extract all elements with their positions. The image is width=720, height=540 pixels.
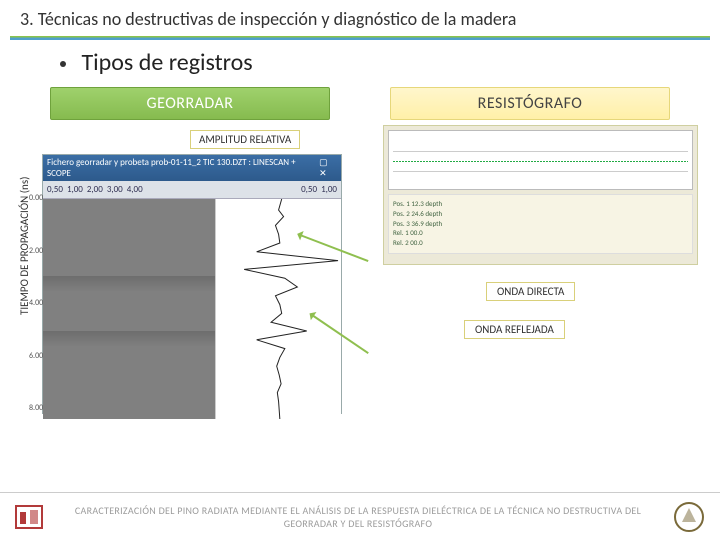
ytick: 8.00 xyxy=(29,403,43,413)
ruler-tick: 2,00 xyxy=(87,184,103,195)
logo-etsie-icon xyxy=(14,502,44,532)
footer: CARACTERIZACIÓN DEL PINO RADIATA MEDIANT… xyxy=(0,492,720,540)
legend-line: Pos. 2 24.6 depth xyxy=(393,209,688,219)
amplitude-label: AMPLITUD RELATIVA xyxy=(190,130,300,149)
radargram-window: Fichero georradar y probeta prob-01-11_2… xyxy=(42,154,342,414)
logo-upv-icon xyxy=(672,500,706,534)
ruler-tick: 1,00 xyxy=(321,184,337,195)
legend-line: Rel. 2 00.0 xyxy=(393,238,688,248)
ruler-tick: 0,50 xyxy=(47,184,63,195)
ytick: 0.00 xyxy=(29,193,43,203)
ruler-tick: 1,00 xyxy=(67,184,83,195)
radargram-window-title: Fichero georradar y probeta prob-01-11_2… xyxy=(47,157,319,179)
radargram-trace xyxy=(216,199,341,419)
subheading-text: Tipos de registros xyxy=(81,48,252,77)
radargram-ruler: 0,50 1,00 2,00 3,00 4,00 0,50 1,00 xyxy=(43,181,341,199)
legend-line: Rel. 1 00.0 xyxy=(393,228,688,238)
pill-resistografo: RESISTÓGRAFO xyxy=(390,87,670,120)
legend-line: Pos. 1 12.3 depth xyxy=(393,199,688,209)
radargram-grayscan xyxy=(43,199,216,419)
ruler-tick: 0,50 xyxy=(301,184,317,195)
radargram-yscale: 0.00 2.00 4.00 6.00 8.00 xyxy=(29,193,43,413)
ruler-tick: 3,00 xyxy=(107,184,123,195)
resistograph-legend: Pos. 1 12.3 depth Pos. 2 24.6 depth Pos.… xyxy=(388,194,693,254)
legend-line: Pos. 3 36.9 depth xyxy=(393,219,688,229)
subheading: Tipos de registros xyxy=(0,40,720,87)
ruler-tick: 4,00 xyxy=(127,184,143,195)
ytick: 6.00 xyxy=(29,351,43,361)
label-onda-directa: ONDA DIRECTA xyxy=(486,282,575,301)
window-controls-icon: ▢ ✕ xyxy=(319,157,337,179)
label-onda-reflejada: ONDA REFLEJADA xyxy=(464,320,565,339)
section-heading: 3. Técnicas no destructivas de inspecció… xyxy=(0,0,720,34)
ytick: 4.00 xyxy=(29,298,43,308)
resistograph-window: Pos. 1 12.3 depth Pos. 2 24.6 depth Pos.… xyxy=(383,125,698,265)
radargram-titlebar: Fichero georradar y probeta prob-01-11_2… xyxy=(43,155,341,181)
resistograph-trace xyxy=(393,161,688,162)
content-area: AMPLITUD RELATIVA TIEMPO DE PROPAGACIÓN … xyxy=(0,130,720,460)
footer-caption: CARACTERIZACIÓN DEL PINO RADIATA MEDIANT… xyxy=(54,504,662,530)
ytick: 2.00 xyxy=(29,246,43,256)
resistograph-chart xyxy=(388,130,693,190)
bullet-icon xyxy=(60,61,66,67)
pill-georradar: GEORRADAR xyxy=(50,87,330,120)
category-row: GEORRADAR RESISTÓGRAFO xyxy=(0,87,720,130)
